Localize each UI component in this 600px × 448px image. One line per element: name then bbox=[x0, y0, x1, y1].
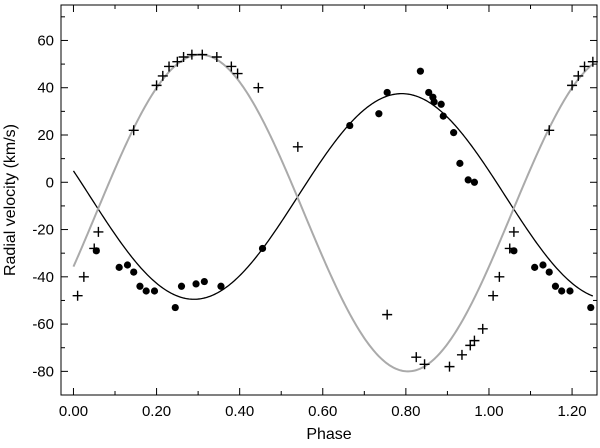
y-tick-label: -40 bbox=[32, 269, 54, 286]
circle-point bbox=[545, 268, 553, 276]
y-tick-label: -60 bbox=[32, 316, 54, 333]
circle-point bbox=[192, 280, 200, 288]
circle-point bbox=[470, 178, 479, 186]
circle-point bbox=[123, 261, 132, 269]
plus-point bbox=[477, 323, 488, 334]
plus-point bbox=[186, 49, 197, 60]
y-tick-label: -80 bbox=[32, 363, 54, 380]
plus-point bbox=[444, 361, 455, 372]
circle-point bbox=[217, 282, 225, 290]
plus-point bbox=[151, 80, 162, 91]
plus-point bbox=[78, 271, 89, 282]
fit-curve-2 bbox=[72, 53, 594, 373]
circle-point bbox=[200, 277, 208, 286]
y-tick-label: 40 bbox=[37, 80, 54, 97]
circle-point bbox=[464, 176, 472, 184]
circle-point bbox=[130, 268, 138, 276]
plus-point bbox=[211, 52, 222, 62]
plus-point bbox=[494, 271, 505, 282]
circle-point bbox=[383, 88, 391, 97]
circle-point bbox=[450, 129, 458, 137]
circle-point bbox=[142, 287, 150, 295]
circle-point bbox=[150, 287, 159, 295]
circle-point bbox=[375, 110, 383, 118]
plus-point bbox=[232, 68, 243, 79]
plus-point bbox=[72, 290, 83, 301]
plus-point bbox=[253, 82, 264, 93]
y-tick-label: 0 bbox=[46, 174, 54, 191]
circle-point bbox=[430, 98, 438, 106]
y-axis-ticks: -80 -60 -40 -20 0 20 40 60 bbox=[32, 16, 597, 396]
circle-point bbox=[551, 282, 560, 290]
circle-point bbox=[258, 244, 267, 253]
x-tick-label: 1.00 bbox=[474, 403, 503, 420]
circle-point bbox=[115, 263, 123, 271]
x-tick-label: 0.20 bbox=[142, 403, 171, 420]
circle-point bbox=[539, 261, 547, 269]
plus-point bbox=[128, 125, 139, 136]
circle-point bbox=[136, 282, 144, 290]
circle-point bbox=[425, 88, 433, 97]
circle-point bbox=[558, 287, 566, 295]
plot-frame bbox=[60, 4, 598, 396]
plus-point bbox=[197, 49, 208, 60]
plus-point bbox=[411, 352, 422, 363]
fit-curves bbox=[72, 53, 594, 373]
fit-curve-1 bbox=[72, 92, 594, 300]
plus-point bbox=[465, 340, 476, 351]
plus-point bbox=[544, 125, 555, 136]
circle-point bbox=[456, 159, 464, 167]
x-tick-label: 0.80 bbox=[391, 403, 420, 420]
x-axis-ticks: 0.00 0.20 0.40 0.60 0.80 1.00 1.20 bbox=[59, 5, 587, 420]
circle-point bbox=[177, 282, 186, 290]
y-tick-label: 20 bbox=[37, 127, 54, 144]
x-axis-title: Phase bbox=[306, 426, 351, 443]
circle-point bbox=[587, 303, 595, 312]
plus-point bbox=[226, 61, 237, 72]
plus-point bbox=[567, 80, 578, 91]
y-tick-label: -20 bbox=[32, 222, 54, 239]
plus-point bbox=[587, 56, 598, 67]
plus-point bbox=[504, 243, 515, 254]
plus-point bbox=[508, 226, 519, 237]
circle-point bbox=[346, 121, 354, 130]
circle-series bbox=[92, 67, 595, 312]
y-tick-label: 60 bbox=[37, 32, 54, 49]
plus-point bbox=[172, 56, 183, 67]
plus-series bbox=[72, 49, 598, 372]
plus-point bbox=[157, 70, 168, 81]
plus-point bbox=[89, 243, 100, 254]
plus-point bbox=[164, 61, 175, 72]
circle-point bbox=[171, 303, 179, 312]
plus-point bbox=[579, 61, 590, 72]
plus-point bbox=[419, 359, 430, 370]
circle-point bbox=[416, 67, 425, 75]
y-axis-title: Radial velocity (km/s) bbox=[2, 124, 19, 276]
plus-point bbox=[292, 141, 303, 152]
x-tick-label: 0.40 bbox=[225, 403, 254, 420]
x-tick-label: 0.00 bbox=[59, 403, 88, 420]
plus-point bbox=[488, 290, 499, 301]
plus-point bbox=[573, 70, 584, 81]
plus-point bbox=[178, 52, 189, 62]
circle-point bbox=[531, 263, 539, 271]
plus-point bbox=[456, 349, 467, 360]
x-tick-label: 1.20 bbox=[557, 403, 586, 420]
plus-point bbox=[469, 335, 480, 346]
circle-point bbox=[439, 112, 447, 120]
x-tick-label: 0.60 bbox=[308, 403, 337, 420]
plus-point bbox=[382, 309, 393, 320]
plus-point bbox=[93, 226, 104, 237]
circle-point bbox=[437, 100, 445, 108]
circle-point bbox=[566, 287, 574, 295]
